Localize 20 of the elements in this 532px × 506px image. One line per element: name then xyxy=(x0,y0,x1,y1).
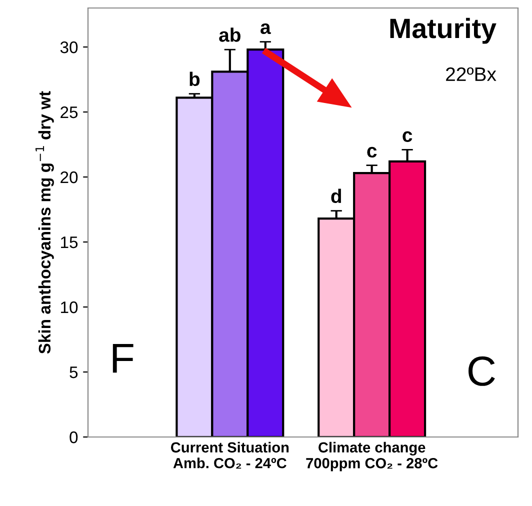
y-tick-label: 15 xyxy=(61,236,78,248)
data-label: a xyxy=(260,23,271,34)
data-label: c xyxy=(367,146,377,158)
data-label: d xyxy=(331,188,342,204)
annotation: C xyxy=(468,356,495,386)
y-tick-label: 0 xyxy=(70,431,78,444)
data-label: c xyxy=(402,131,412,142)
annotation: F xyxy=(112,344,134,373)
annotation: Maturity xyxy=(390,18,496,44)
x-tick-label: Climate change 700ppm CO₂ - 28ºC xyxy=(306,442,438,472)
data-label: ab xyxy=(219,28,240,42)
y-tick-label: 10 xyxy=(61,301,78,314)
y-tick-label: 5 xyxy=(70,366,78,378)
x-tick-label: Current Situation Amb. CO₂ - 24ºC xyxy=(170,442,289,469)
data-label: b xyxy=(190,72,200,86)
annotation: 22ºBx xyxy=(446,67,496,81)
y-tick-label: 20 xyxy=(60,171,78,184)
y-tick-label: 25 xyxy=(60,106,78,118)
y-axis-title: Skin anthocyanins mg g$^{−1}$ dry wt xyxy=(36,91,54,354)
y-tick-label: 30 xyxy=(60,41,78,54)
